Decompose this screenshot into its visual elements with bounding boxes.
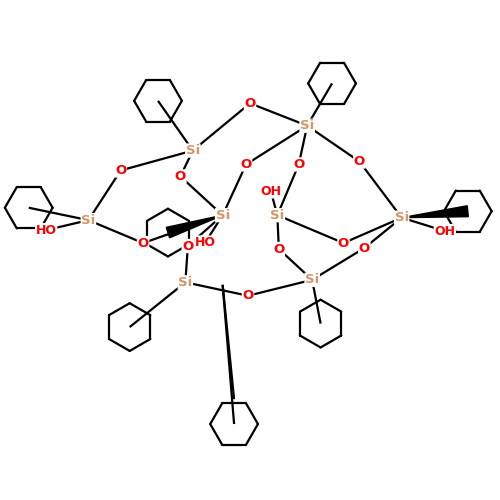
Text: Si: Si <box>216 208 230 222</box>
Text: O: O <box>138 236 148 250</box>
Text: Si: Si <box>270 208 284 222</box>
Text: O: O <box>115 164 126 177</box>
Text: Si: Si <box>178 276 192 289</box>
Text: Si: Si <box>300 119 314 132</box>
Text: O: O <box>354 155 365 168</box>
Text: O: O <box>338 236 349 250</box>
Text: O: O <box>273 242 284 256</box>
Text: OH: OH <box>260 185 281 198</box>
Text: O: O <box>182 240 194 252</box>
Text: O: O <box>358 242 370 254</box>
Text: OH: OH <box>434 224 456 237</box>
Text: Si: Si <box>82 214 96 226</box>
Text: HO: HO <box>36 224 56 236</box>
Text: O: O <box>293 158 304 171</box>
Text: Si: Si <box>394 211 409 224</box>
Text: O: O <box>242 289 254 302</box>
Text: Si: Si <box>186 144 200 157</box>
Text: O: O <box>244 97 256 110</box>
Polygon shape <box>166 215 222 238</box>
Text: O: O <box>240 158 252 171</box>
Text: HO: HO <box>195 236 216 249</box>
Text: O: O <box>175 170 186 183</box>
Polygon shape <box>402 206 468 218</box>
Text: Si: Si <box>305 274 320 286</box>
